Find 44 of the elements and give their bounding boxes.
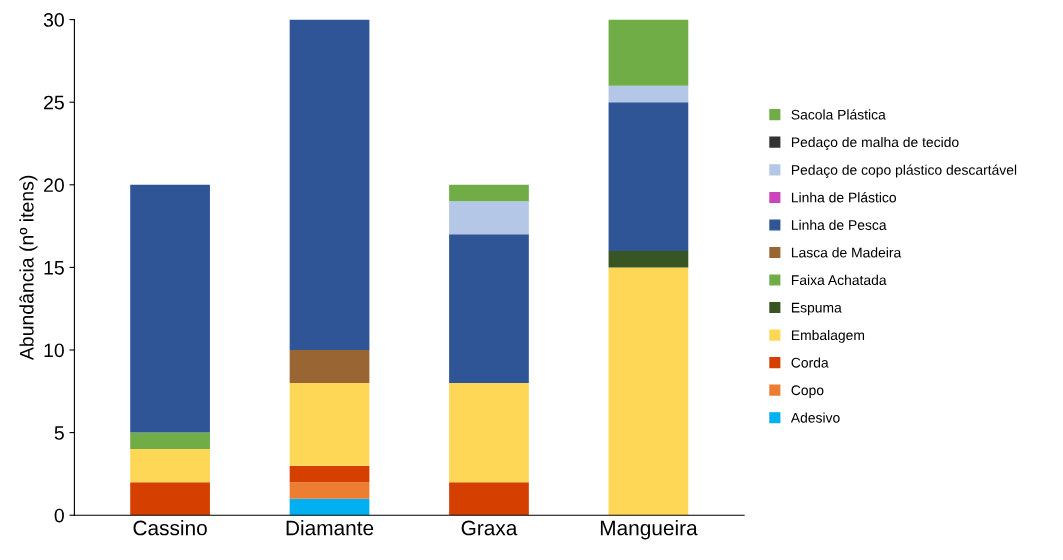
bar xyxy=(608,85,689,103)
y-tick-label: 5 xyxy=(54,426,64,440)
y-axis-title: Abundância (nº itens) xyxy=(19,175,38,361)
x-tick-label: Cassino xyxy=(133,520,207,536)
y-tick-label: 25 xyxy=(44,95,64,110)
bar xyxy=(130,449,210,483)
y-tick-label: 10 xyxy=(44,343,64,358)
legend-label: Pedaço de copo plástico descartável xyxy=(791,164,1017,178)
bar xyxy=(449,184,529,202)
bar xyxy=(608,19,689,86)
y-tick-label: 20 xyxy=(44,178,64,193)
legend-label: Embalagem xyxy=(791,329,865,343)
bar xyxy=(608,250,689,268)
bar xyxy=(608,102,689,251)
bar xyxy=(608,267,689,516)
legend-label: Linha de Plástico xyxy=(791,192,897,203)
bar xyxy=(449,201,529,235)
x-tick-label: Diamante xyxy=(286,520,374,536)
bar xyxy=(449,383,529,483)
bar xyxy=(289,350,370,384)
y-tick-label: 15 xyxy=(44,261,64,275)
legend-label: Pedaço de malha de tecido xyxy=(791,136,959,150)
y-tick-label: 0 xyxy=(54,508,64,523)
legend-label: Copo xyxy=(791,385,824,398)
x-tick-label: Graxa xyxy=(461,520,518,536)
legend-label: Corda xyxy=(791,357,829,368)
legend-label: Adesivo xyxy=(790,412,840,423)
bar xyxy=(449,234,529,384)
legend-label: Faixa Achatada xyxy=(791,274,887,286)
bar xyxy=(449,482,529,516)
bar xyxy=(130,432,210,450)
bar xyxy=(289,482,370,499)
bar xyxy=(130,184,210,433)
legend-label: Lasca de Madeira xyxy=(791,247,902,258)
bar xyxy=(289,498,370,516)
bar xyxy=(130,482,210,516)
legend-label: Espuma xyxy=(791,302,842,316)
bar xyxy=(289,465,370,483)
bar xyxy=(289,383,370,466)
legend-label: Sacola Plástica xyxy=(791,109,886,120)
bar xyxy=(289,19,370,350)
legend-label: Linha de Pesca xyxy=(791,219,887,230)
x-tick-label: Mangueira xyxy=(600,520,698,540)
y-tick-label: 30 xyxy=(43,13,64,27)
